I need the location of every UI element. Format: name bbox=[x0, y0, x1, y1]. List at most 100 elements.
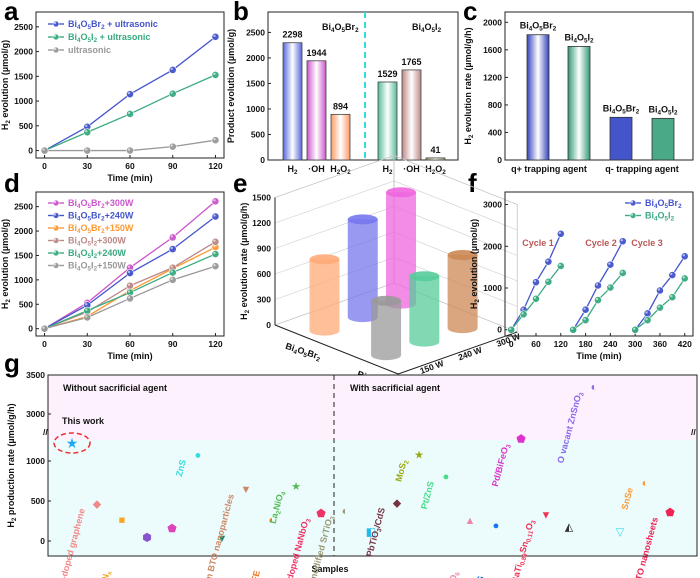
cycle-annotation: Cycle 3 bbox=[631, 238, 663, 248]
data-point-highlight bbox=[546, 279, 549, 282]
data-point-highlight bbox=[508, 327, 512, 330]
panel-label-g: g bbox=[4, 348, 20, 378]
label-text: MoS bbox=[393, 462, 408, 483]
x-tick-label: 0 bbox=[42, 161, 47, 171]
subscript: 4 bbox=[77, 253, 81, 260]
label-text: Bi2WO bbox=[442, 574, 459, 578]
label-text: Product evolution (µmol/g) bbox=[226, 29, 236, 143]
data-point bbox=[656, 286, 664, 295]
data-point bbox=[126, 294, 134, 303]
label-text: O bbox=[81, 211, 88, 221]
label-text: +300W bbox=[97, 236, 126, 246]
bar-value-label: 894 bbox=[333, 101, 348, 111]
cylinder-top bbox=[409, 271, 440, 282]
data-point bbox=[594, 281, 602, 290]
y-tick-label: 500 bbox=[251, 129, 265, 139]
subscript: 3 bbox=[329, 515, 337, 521]
label-text: Bi bbox=[645, 198, 654, 208]
data-point-highlight bbox=[583, 317, 586, 321]
label-text: production rate (µmol/g/h) bbox=[6, 403, 16, 517]
depth-axis bbox=[398, 331, 518, 375]
subscript: 4 bbox=[77, 203, 81, 210]
z-tick-label: 1500 bbox=[252, 193, 271, 203]
subscript: x bbox=[106, 570, 114, 576]
y-tick-label: 1500 bbox=[14, 71, 33, 81]
label-text: O bbox=[296, 345, 306, 357]
x-tick-label: 30 bbox=[83, 161, 93, 171]
label-text: O bbox=[658, 211, 665, 221]
y-axis-label: H2 evolution (µmol/g) bbox=[0, 219, 12, 309]
data-point-highlight bbox=[170, 144, 173, 147]
label-text: I bbox=[91, 236, 94, 246]
data-point-highlight bbox=[682, 254, 685, 257]
subscript: 2 bbox=[94, 253, 98, 260]
label-text: I bbox=[91, 32, 94, 42]
data-point-highlight bbox=[630, 213, 634, 216]
cylinder-body bbox=[386, 192, 416, 309]
subscript: 4 bbox=[292, 348, 298, 356]
marker-circle-half: ◐ bbox=[269, 514, 276, 526]
subscript: 2 bbox=[244, 309, 251, 313]
marker-triangle-down-half: ▽ bbox=[616, 526, 625, 538]
y-tick-label: 3500 bbox=[26, 370, 45, 380]
sample-label: BaTi0.89Sn0.11O3 bbox=[509, 518, 537, 578]
x-tick-label: 420 bbox=[678, 339, 692, 349]
subscript: 5 bbox=[88, 253, 92, 260]
data-point-highlight bbox=[213, 251, 216, 255]
x-tick-label: 120 bbox=[554, 339, 568, 349]
y-tick-label: 1500 bbox=[14, 250, 33, 260]
data-point-highlight bbox=[546, 259, 549, 262]
x-category-label: q+ trapping agent bbox=[511, 164, 587, 174]
subscript: 2 bbox=[403, 459, 411, 465]
y-tick-label: 400 bbox=[488, 127, 502, 137]
y-axis-label: H2 evolution (µmol/g) bbox=[0, 40, 12, 130]
data-point-highlight bbox=[170, 270, 173, 273]
y-tick-label: 2000 bbox=[246, 53, 265, 63]
data-point-highlight bbox=[213, 239, 216, 242]
label-text: O bbox=[81, 236, 88, 246]
chart-b-plot: 0 500 1000 1500 2000 2500 Product evolution (µ… bbox=[226, 11, 459, 176]
subscript: 4 bbox=[77, 228, 81, 235]
data-point bbox=[40, 324, 49, 333]
data-point-highlight bbox=[53, 200, 57, 204]
data-point-highlight bbox=[127, 296, 131, 299]
subscript: 3 bbox=[530, 519, 538, 525]
data-point bbox=[168, 245, 177, 254]
label-text: I bbox=[668, 211, 671, 221]
panel-label-d: d bbox=[4, 168, 20, 198]
label-text: evolution (µmol/g) bbox=[469, 219, 479, 299]
x-tick-label: 120 bbox=[208, 339, 222, 349]
subscript: 2 bbox=[389, 169, 393, 176]
bar bbox=[651, 117, 675, 161]
highlight-circle bbox=[53, 432, 91, 454]
label-text: + ultrasonic bbox=[97, 32, 150, 42]
label-text: /PTFE bbox=[246, 569, 262, 578]
bar-value-label: 2298 bbox=[282, 30, 302, 40]
data-point bbox=[519, 310, 528, 319]
marker-diamond: ◆ bbox=[93, 498, 102, 510]
label-text: H bbox=[239, 313, 249, 320]
data-point bbox=[680, 252, 689, 261]
bar-value-label: 41 bbox=[430, 145, 440, 155]
subscript: 2 bbox=[101, 228, 105, 235]
data-point-highlight bbox=[127, 111, 131, 115]
label-text: Bi bbox=[648, 104, 657, 114]
plot-frame bbox=[47, 374, 698, 557]
sample-label: Bi2WO6 bbox=[442, 570, 462, 578]
data-point bbox=[52, 237, 60, 244]
bar bbox=[567, 46, 591, 161]
chart-d-plot: 0 500 1000 1500 2000 2500 0 30 60 90 120 Time (min)… bbox=[0, 191, 225, 361]
marker-circle: ● bbox=[493, 520, 500, 532]
label-text: I bbox=[435, 22, 438, 32]
data-point-highlight bbox=[213, 214, 216, 217]
subscript: 3 bbox=[578, 391, 586, 397]
label-text: Br bbox=[306, 348, 319, 361]
x-category-label: q- trapping agent bbox=[605, 164, 679, 174]
data-point bbox=[52, 249, 60, 257]
label-text: H bbox=[382, 164, 389, 174]
chart-f-plot: 0 1000 2000 3000 0 60 120 180 240 300 360 420 Time (… bbox=[469, 191, 694, 361]
data-point-highlight bbox=[521, 312, 524, 315]
x-category-label: H2 bbox=[382, 164, 393, 176]
label-text: evolution rate (µmol/g/h) bbox=[463, 27, 473, 134]
